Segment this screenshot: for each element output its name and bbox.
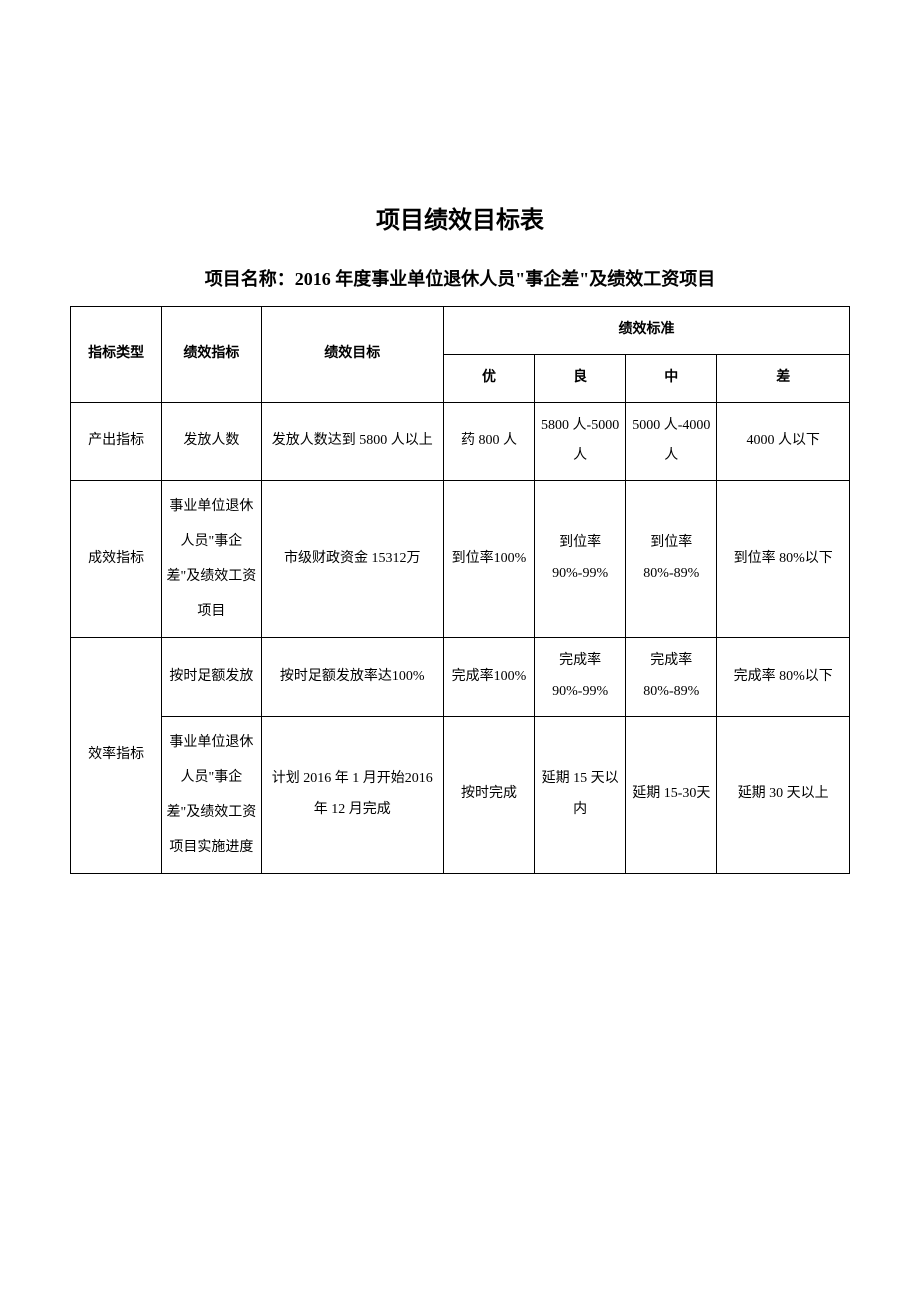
cell-grade: 完成率80%-89% bbox=[626, 638, 717, 717]
header-row-1: 指标类型 绩效指标 绩效目标 绩效标准 bbox=[71, 307, 850, 355]
cell-indicator: 事业单位退休人员"事企差"及绩效工资项目 bbox=[162, 481, 261, 638]
cell-grade: 到位率 80%以下 bbox=[717, 481, 850, 638]
cell-type: 产出指标 bbox=[71, 402, 162, 481]
header-type: 指标类型 bbox=[71, 307, 162, 403]
cell-target: 按时足额发放率达100% bbox=[261, 638, 443, 717]
cell-type: 成效指标 bbox=[71, 481, 162, 638]
cell-grade: 完成率 80%以下 bbox=[717, 638, 850, 717]
cell-grade: 4000 人以下 bbox=[717, 402, 850, 481]
header-standard-group: 绩效标准 bbox=[443, 307, 849, 355]
cell-target: 发放人数达到 5800 人以上 bbox=[261, 402, 443, 481]
cell-target: 市级财政资金 15312万 bbox=[261, 481, 443, 638]
cell-grade: 到位率80%-89% bbox=[626, 481, 717, 638]
cell-indicator: 发放人数 bbox=[162, 402, 261, 481]
header-grade-good: 良 bbox=[535, 354, 626, 402]
header-grade-poor: 差 bbox=[717, 354, 850, 402]
performance-table: 指标类型 绩效指标 绩效目标 绩效标准 优 良 中 差 产出指标 发放人数 发放… bbox=[70, 306, 850, 874]
table-row: 产出指标 发放人数 发放人数达到 5800 人以上 药 800 人 5800 人… bbox=[71, 402, 850, 481]
project-name: 项目名称：2016 年度事业单位退休人员"事企差"及绩效工资项目 bbox=[70, 265, 850, 291]
header-grade-excellent: 优 bbox=[443, 354, 534, 402]
cell-grade: 完成率90%-99% bbox=[535, 638, 626, 717]
cell-indicator: 按时足额发放 bbox=[162, 638, 261, 717]
cell-type: 效率指标 bbox=[71, 638, 162, 874]
cell-target: 计划 2016 年 1 月开始2016 年 12 月完成 bbox=[261, 716, 443, 873]
header-target: 绩效目标 bbox=[261, 307, 443, 403]
cell-grade: 到位率100% bbox=[443, 481, 534, 638]
cell-grade: 药 800 人 bbox=[443, 402, 534, 481]
cell-grade: 延期 15 天以内 bbox=[535, 716, 626, 873]
cell-grade: 按时完成 bbox=[443, 716, 534, 873]
page-title: 项目绩效目标表 bbox=[70, 200, 850, 235]
cell-grade: 完成率100% bbox=[443, 638, 534, 717]
header-grade-medium: 中 bbox=[626, 354, 717, 402]
header-indicator: 绩效指标 bbox=[162, 307, 261, 403]
cell-grade: 延期 30 天以上 bbox=[717, 716, 850, 873]
table-row: 成效指标 事业单位退休人员"事企差"及绩效工资项目 市级财政资金 15312万 … bbox=[71, 481, 850, 638]
cell-grade: 5800 人-5000 人 bbox=[535, 402, 626, 481]
cell-grade: 到位率90%-99% bbox=[535, 481, 626, 638]
cell-grade: 5000 人-4000 人 bbox=[626, 402, 717, 481]
table-row: 效率指标 按时足额发放 按时足额发放率达100% 完成率100% 完成率90%-… bbox=[71, 638, 850, 717]
table-row: 事业单位退休人员"事企差"及绩效工资项目实施进度 计划 2016 年 1 月开始… bbox=[71, 716, 850, 873]
cell-grade: 延期 15-30天 bbox=[626, 716, 717, 873]
cell-indicator: 事业单位退休人员"事企差"及绩效工资项目实施进度 bbox=[162, 716, 261, 873]
